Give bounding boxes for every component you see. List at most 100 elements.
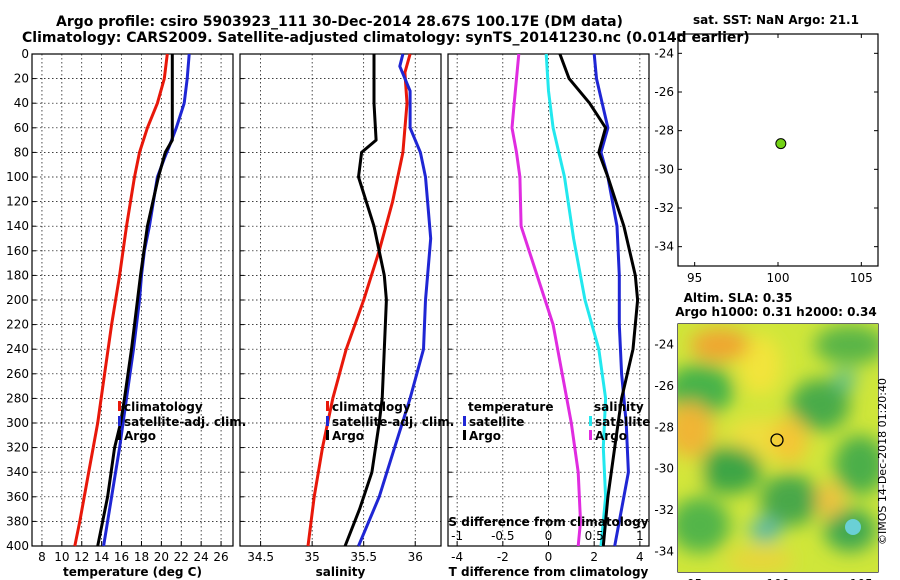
y-tick-label: 340: [6, 465, 29, 479]
y-tick-label: 260: [6, 367, 29, 381]
x-tick-label: 100: [767, 577, 790, 580]
y-tick-label: 200: [6, 293, 29, 307]
altimetry-heatmap: [678, 324, 878, 572]
y-tick-label: 0: [21, 47, 29, 61]
x-tick-label: 26: [213, 550, 228, 564]
series-line-argo: [96, 54, 174, 547]
x-tick-label: 14: [94, 550, 109, 564]
y-tick-label: 380: [6, 514, 29, 528]
y-tick-label: -24: [654, 46, 674, 60]
series-line-satellite-adj-clim-: [357, 53, 433, 547]
x-axis-label: T difference from climatology: [449, 565, 649, 579]
legend-title: salinity: [594, 400, 644, 414]
salinity-panel: 34.5 35 35.5 36 salinity climatologysatellite…: [239, 53, 454, 579]
y-tick-label: -30: [654, 462, 674, 476]
differences-panel: -4 -2 0 2 4T difference from climatology S di…: [447, 53, 650, 579]
argo-location-marker: [770, 433, 784, 447]
location-map-panel: -24 -26 -28 -30 -32 -34 95 100 105 sat. SST: NaN …: [654, 13, 879, 285]
top-tick-label: -0.5: [491, 529, 514, 543]
legend-label: climatology: [332, 400, 411, 414]
x-axis-label: salinity: [316, 565, 366, 579]
y-tick-label: 20: [14, 72, 29, 86]
x-tick-label: -4: [451, 550, 463, 564]
series-line-satellite-adj-clim-: [102, 53, 191, 547]
x-tick-label: 8: [38, 550, 46, 564]
map-title: Altim. SLA: 0.35: [684, 291, 793, 305]
y-tick-label: 120: [6, 195, 29, 209]
x-tick-label: 18: [134, 550, 149, 564]
y-tick-label: 220: [6, 318, 29, 332]
x-tick-label: 20: [154, 550, 169, 564]
title-line-1: Argo profile: csiro 5903923_111 30-Dec-2…: [56, 14, 623, 30]
y-tick-label: -24: [654, 338, 674, 352]
y-tick-label: 360: [6, 490, 29, 504]
x-tick-label: 24: [194, 550, 209, 564]
legend-label: Argo: [469, 429, 501, 443]
x-tick-label: 105: [850, 577, 873, 580]
y-tick-label: -28: [654, 420, 674, 434]
legend-label: satellite-adj. clim.: [124, 415, 246, 429]
y-tick-label: 300: [6, 416, 29, 430]
x-tick-label: 2: [590, 550, 598, 564]
y-tick-label: 280: [6, 391, 29, 405]
y-tick-label: -32: [654, 503, 674, 517]
y-tick-label: -30: [654, 162, 674, 176]
series-line-s-diff-climatology: [510, 53, 582, 547]
x-axis-label: temperature (deg C): [63, 565, 202, 579]
x-tick-label: 95: [687, 271, 702, 285]
x-tick-label: 34.5: [247, 550, 274, 564]
x-tick-label: 22: [174, 550, 189, 564]
map-subtitle: Argo h1000: 0.31 h2000: 0.34: [675, 305, 876, 319]
top-tick-label: 1: [636, 529, 644, 543]
legend-swatch: [463, 416, 466, 426]
credit-text: ©IMOS 14-Dec-2018 01:20:40: [876, 378, 889, 545]
series-line-t-diff-satellite: [592, 53, 630, 547]
legend-swatch: [589, 430, 592, 440]
series-line-climatology: [306, 53, 412, 547]
map-title: sat. SST: NaN Argo: 21.1: [693, 13, 859, 27]
top-tick-label: 0: [545, 529, 553, 543]
x-tick-label: 100: [767, 271, 790, 285]
y-tick-label: 40: [14, 96, 29, 110]
y-tick-label: -28: [654, 124, 674, 138]
x-tick-label: 105: [850, 271, 873, 285]
x-tick-label: 0: [545, 550, 553, 564]
x-tick-label: 95: [687, 577, 702, 580]
y-tick-label: 160: [6, 244, 29, 258]
legend-label: Argo: [332, 429, 364, 443]
legend-swatch: [118, 430, 121, 440]
legend-swatch: [326, 430, 329, 440]
x-tick-label: 4: [636, 550, 644, 564]
legend-title: temperature: [468, 400, 553, 414]
y-tick-label: 60: [14, 121, 29, 135]
legend-label: Argo: [124, 429, 156, 443]
argo-float-point: [775, 138, 787, 150]
top-tick-label: 0.5: [585, 529, 604, 543]
legend-swatch: [326, 401, 329, 411]
y-tick-label: 100: [6, 170, 29, 184]
x-tick-label: 10: [54, 550, 69, 564]
legend-label: Argo: [595, 429, 627, 443]
series-line-climatology: [73, 53, 169, 547]
legend-label: satellite-adj. clim.: [332, 415, 454, 429]
y-tick-label: 240: [6, 342, 29, 356]
legend-label: satellite: [469, 415, 524, 429]
title-line-2: Climatology: CARS2009. Satellite-adjuste…: [22, 30, 750, 46]
top-axis-label: S difference from climatology: [448, 515, 648, 529]
y-tick-label: 140: [6, 219, 29, 233]
legend-label: climatology: [124, 400, 203, 414]
x-tick-label: -2: [497, 550, 509, 564]
x-tick-label: 16: [114, 550, 129, 564]
legend-swatch: [118, 416, 121, 426]
y-tick-label: -32: [654, 201, 674, 215]
series-line-s-diff-satellite: [544, 53, 608, 547]
series-line-t-diff-argo: [558, 53, 640, 547]
x-tick-label: 35: [305, 550, 320, 564]
y-tick-label: -34: [654, 240, 674, 254]
legend-swatch: [118, 401, 121, 411]
y-tick-label: 80: [14, 145, 29, 159]
y-tick-label: 320: [6, 441, 29, 455]
x-tick-label: 35.5: [350, 550, 377, 564]
top-tick-label: -1: [451, 529, 463, 543]
